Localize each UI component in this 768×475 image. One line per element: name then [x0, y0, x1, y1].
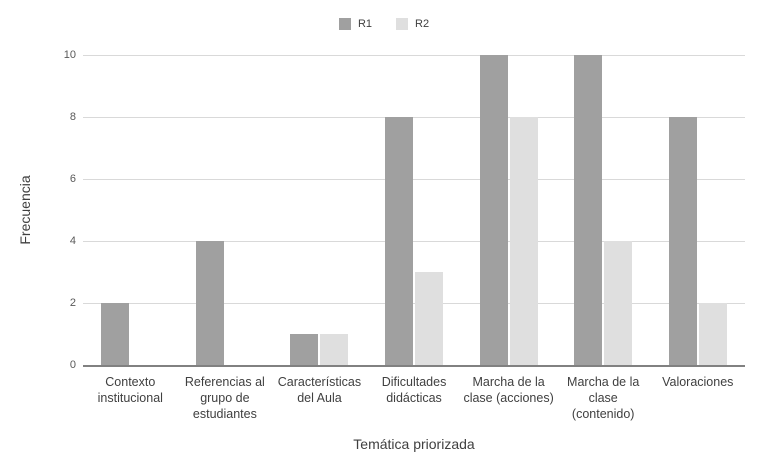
- x-axis-category-labels: Contexto institucional Referencias al gru…: [83, 374, 745, 422]
- bar-groups: [83, 55, 745, 365]
- legend-label-r2: R2: [415, 18, 430, 30]
- y-axis-ticks: 0 2 4 6 8 10: [38, 0, 76, 475]
- y-tick-label-0: 0: [69, 359, 76, 371]
- bar-r1-referencias-al-grupo-de-estudiantes: [195, 241, 224, 365]
- bar-group-valoraciones: [650, 55, 745, 365]
- legend-item-r1: R1: [338, 18, 372, 30]
- legend-swatch-r2: [396, 18, 408, 30]
- bar-group-marcha-de-la-clase-acciones: [461, 55, 556, 365]
- y-tick-label-2: 2: [69, 297, 76, 309]
- bar-r1-valoraciones: [668, 117, 697, 365]
- bar-r1-contexto-institucional: [101, 303, 130, 365]
- x-category-label-caracteristicas-del-aula: Características del Aula: [277, 375, 362, 405]
- x-category-label-valoraciones: Valoraciones: [662, 375, 734, 389]
- y-tick-label-10: 10: [63, 49, 76, 61]
- gridline-y-2: [83, 303, 745, 304]
- bar-r2-marcha-de-la-clase-acciones: [509, 117, 538, 365]
- x-category-label-marcha-de-la-clase-acciones: Marcha de la clase (acciones): [463, 375, 554, 405]
- bar-r1-marcha-de-la-clase-acciones: [479, 55, 508, 365]
- x-category-label-marcha-de-la-clase-contenido: Marcha de la clase (contenido): [567, 375, 640, 421]
- y-tick-label-6: 6: [69, 173, 76, 185]
- bar-group-dificultades-didacticas: [367, 55, 462, 365]
- x-category-label-referencias-al-grupo-de-estudiantes: Referencias al grupo de estudiantes: [184, 375, 265, 421]
- bar-r1-marcha-de-la-clase-contenido: [574, 55, 603, 365]
- legend-swatch-r1: [338, 18, 351, 30]
- plot-area: [83, 55, 745, 367]
- gridline-y-10: [83, 55, 745, 56]
- y-tick-label-8: 8: [69, 111, 76, 123]
- legend: R1 R2: [0, 18, 768, 30]
- bar-group-caracteristicas-del-aula: [272, 55, 367, 365]
- gridline-y-8: [83, 117, 745, 118]
- bar-group-marcha-de-la-clase-contenido: [556, 55, 651, 365]
- bar-r2-caracteristicas-del-aula: [320, 334, 349, 365]
- x-axis-title: Temática priorizada: [353, 436, 475, 452]
- bar-group-contexto-institucional: [83, 55, 178, 365]
- bar-r1-caracteristicas-del-aula: [290, 334, 319, 365]
- bar-group-referencias-al-grupo-de-estudiantes: [178, 55, 273, 365]
- y-tick-label-4: 4: [69, 235, 76, 247]
- legend-label-r1: R1: [357, 18, 372, 30]
- gridline-y-6: [83, 179, 745, 180]
- x-category-label-dificultades-didacticas: Dificultades didácticas: [381, 375, 447, 405]
- bar-r2-dificultades-didacticas: [415, 272, 444, 365]
- x-category-label-contexto-institucional: Contexto institucional: [97, 375, 163, 405]
- bar-r2-valoraciones: [698, 303, 727, 365]
- bar-r2-marcha-de-la-clase-contenido: [604, 241, 633, 365]
- y-axis-title: Frecuencia: [17, 175, 33, 245]
- gridline-y-4: [83, 241, 745, 242]
- bar-r1-dificultades-didacticas: [385, 117, 414, 365]
- legend-item-r2: R2: [396, 18, 429, 30]
